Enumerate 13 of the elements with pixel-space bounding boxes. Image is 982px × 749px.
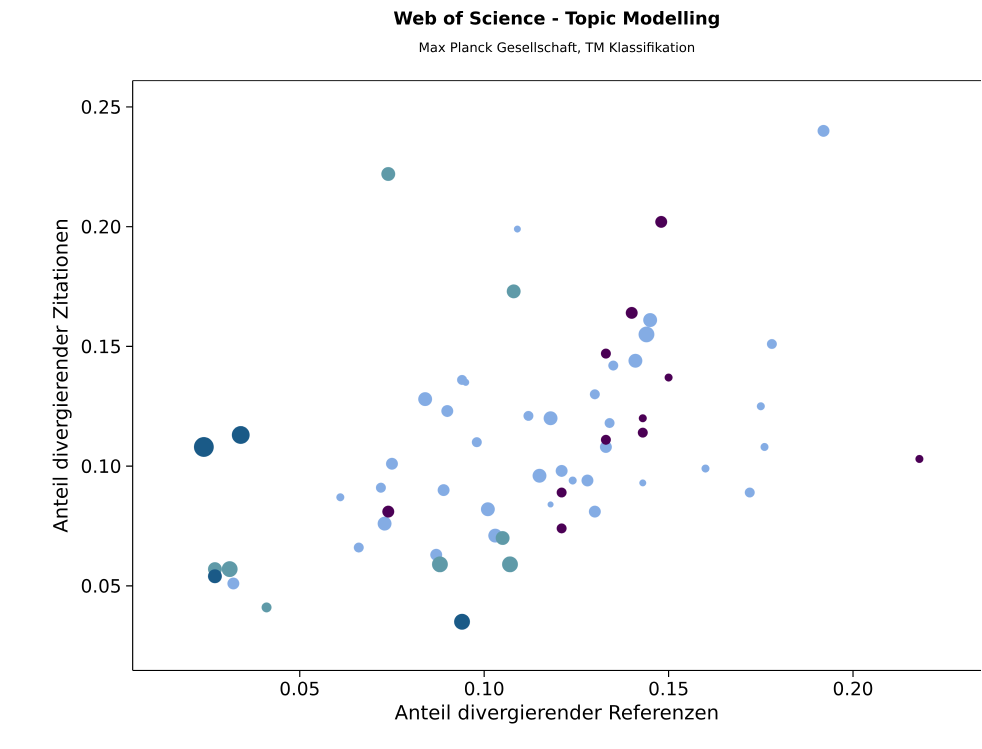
x-axis-title: Anteil divergierender Referenzen (394, 704, 718, 724)
chart-subtitle: Max Planck Gesellschaft, TM Klassifikation (420, 42, 694, 54)
x-tick-label: 0.05 (280, 682, 319, 696)
y-tick-label: 0.20 (82, 220, 120, 234)
x-tick-label: 0.10 (464, 682, 504, 696)
y-tick-label: 0.05 (82, 578, 120, 593)
chart-title: Web of Science - Topic Modelling (394, 11, 719, 28)
y-tick-label: 0.15 (82, 339, 120, 354)
y-tick-label: 0.10 (82, 459, 120, 474)
y-axis-title: Anteil divergierender Zitationen (52, 220, 72, 533)
y-tick-label: 0.25 (82, 100, 120, 114)
x-tick-label: 0.20 (834, 682, 872, 696)
x-tick-label: 0.15 (649, 682, 688, 696)
